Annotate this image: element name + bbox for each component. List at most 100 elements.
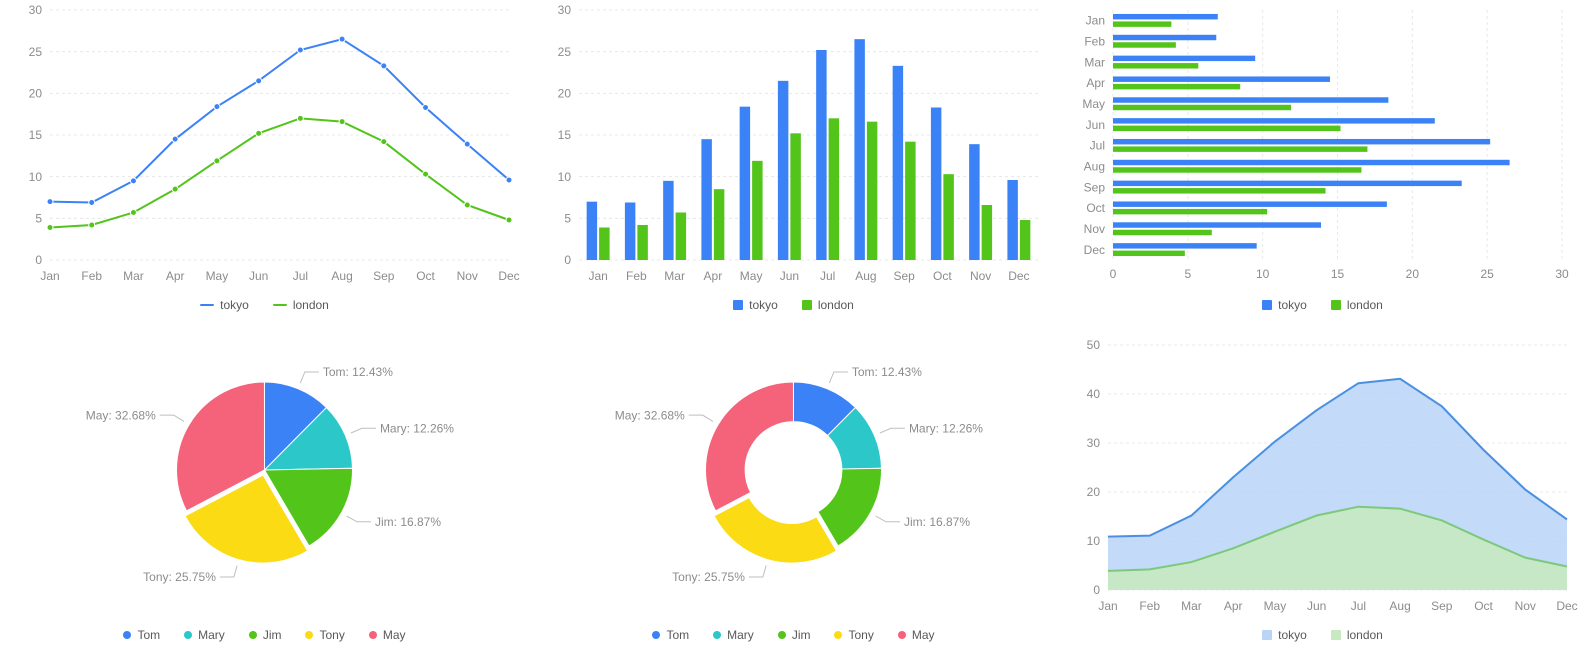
donut-chart: Tom: 12.43% Mary: 12.26% Jim: 16.87% Tony: … (529, 330, 1058, 660)
legend-item[interactable]: Tom (652, 628, 689, 642)
legend-item[interactable]: london (1331, 298, 1383, 312)
svg-text:Jun: Jun (249, 269, 268, 283)
legend-item[interactable]: Mary (713, 628, 754, 642)
legend-item[interactable]: Tony (305, 628, 344, 642)
svg-text:10: 10 (558, 170, 572, 184)
svg-text:Nov: Nov (970, 269, 991, 283)
svg-text:Dec: Dec (1556, 599, 1577, 613)
legend-item[interactable]: Tom (123, 628, 160, 642)
legend-item[interactable]: Jim (778, 628, 811, 642)
svg-text:15: 15 (29, 128, 43, 142)
svg-text:15: 15 (1331, 267, 1345, 281)
svg-text:May: May (1082, 97, 1105, 111)
svg-text:Mar: Mar (664, 269, 685, 283)
svg-text:Apr: Apr (704, 269, 723, 283)
svg-text:Feb: Feb (626, 269, 647, 283)
svg-text:Dec: Dec (498, 269, 519, 283)
legend-item[interactable]: Mary (184, 628, 225, 642)
svg-text:Tony: 25.75%: Tony: 25.75% (672, 570, 745, 584)
svg-text:Sep: Sep (373, 269, 395, 283)
legend-item[interactable]: Tony (834, 628, 873, 642)
svg-text:15: 15 (558, 128, 572, 142)
svg-text:20: 20 (29, 87, 43, 101)
svg-text:Jim: 16.87%: Jim: 16.87% (904, 515, 970, 529)
area-chart: 01020304050JanFebMarAprMayJunJulAugSepOc… (1058, 330, 1587, 660)
svg-text:Aug: Aug (331, 269, 352, 283)
svg-text:10: 10 (1087, 534, 1101, 548)
svg-text:10: 10 (1256, 267, 1270, 281)
svg-text:Jul: Jul (1351, 599, 1366, 613)
svg-text:20: 20 (1087, 485, 1101, 499)
bar-chart-vertical: 051015202530JanFebMarAprMayJunJulAugSepO… (529, 0, 1058, 330)
svg-text:0: 0 (1110, 267, 1117, 281)
svg-text:Feb: Feb (1139, 599, 1160, 613)
bar-chart-horizontal: 051015202530JanFebMarAprMayJunJulAugSepO… (1058, 0, 1587, 330)
svg-text:Nov: Nov (1084, 222, 1105, 236)
svg-text:Tony: 25.75%: Tony: 25.75% (143, 570, 216, 584)
svg-text:Mar: Mar (1181, 599, 1202, 613)
legend-item[interactable]: tokyo (733, 298, 778, 312)
svg-text:Tom: 12.43%: Tom: 12.43% (852, 365, 922, 379)
svg-text:5: 5 (564, 212, 571, 226)
svg-text:Jun: Jun (1086, 118, 1105, 132)
svg-text:Mary: 12.26%: Mary: 12.26% (909, 421, 983, 435)
legend-item[interactable]: Jim (249, 628, 282, 642)
svg-text:Jan: Jan (1086, 14, 1105, 28)
svg-text:0: 0 (35, 253, 42, 267)
svg-text:Mary: 12.26%: Mary: 12.26% (380, 421, 454, 435)
legend-item[interactable]: May (369, 628, 406, 642)
svg-text:20: 20 (1406, 267, 1420, 281)
svg-text:Apr: Apr (1086, 76, 1105, 90)
svg-text:30: 30 (1555, 267, 1569, 281)
svg-text:5: 5 (35, 212, 42, 226)
svg-text:Jul: Jul (1090, 139, 1105, 153)
svg-text:Mar: Mar (1084, 55, 1105, 69)
svg-text:Feb: Feb (1084, 34, 1105, 48)
svg-text:Tom: 12.43%: Tom: 12.43% (323, 365, 393, 379)
svg-text:0: 0 (564, 253, 571, 267)
svg-text:Jim: 16.87%: Jim: 16.87% (375, 515, 441, 529)
svg-text:Aug: Aug (1389, 599, 1410, 613)
svg-text:30: 30 (1087, 436, 1101, 450)
legend-item[interactable]: tokyo (1262, 628, 1307, 642)
svg-text:25: 25 (29, 45, 43, 59)
svg-text:Mar: Mar (123, 269, 144, 283)
svg-text:May: May (740, 269, 763, 283)
svg-text:25: 25 (1480, 267, 1494, 281)
legend-item[interactable]: tokyo (200, 298, 249, 312)
legend-item[interactable]: tokyo (1262, 298, 1307, 312)
svg-text:Nov: Nov (457, 269, 478, 283)
svg-text:Dec: Dec (1084, 243, 1105, 257)
svg-text:Jul: Jul (293, 269, 308, 283)
svg-text:40: 40 (1087, 387, 1101, 401)
svg-text:Oct: Oct (1086, 201, 1105, 215)
svg-text:Jul: Jul (820, 269, 835, 283)
svg-text:0: 0 (1093, 583, 1100, 597)
svg-text:30: 30 (558, 3, 572, 17)
svg-text:Jan: Jan (1098, 599, 1117, 613)
svg-text:Aug: Aug (1084, 159, 1105, 173)
svg-text:May: May (206, 269, 229, 283)
svg-text:Jun: Jun (780, 269, 799, 283)
svg-text:Oct: Oct (1474, 599, 1493, 613)
svg-text:5: 5 (1184, 267, 1191, 281)
pie-chart: Tom: 12.43% Mary: 12.26% Jim: 16.87% Tony: … (0, 330, 529, 660)
legend-item[interactable]: May (898, 628, 935, 642)
legend-item[interactable]: london (802, 298, 854, 312)
svg-text:Feb: Feb (81, 269, 102, 283)
svg-text:May: 32.68%: May: 32.68% (86, 408, 156, 422)
legend-item[interactable]: london (1331, 628, 1383, 642)
line-chart: 051015202530JanFebMarAprMayJunJulAugSepO… (0, 0, 529, 330)
svg-text:30: 30 (29, 3, 43, 17)
svg-text:Nov: Nov (1515, 599, 1536, 613)
svg-text:20: 20 (558, 87, 572, 101)
svg-text:Sep: Sep (893, 269, 915, 283)
legend-item[interactable]: london (273, 298, 329, 312)
svg-text:Aug: Aug (855, 269, 876, 283)
svg-text:Dec: Dec (1008, 269, 1029, 283)
svg-text:Oct: Oct (933, 269, 952, 283)
svg-text:Apr: Apr (166, 269, 185, 283)
svg-text:Apr: Apr (1224, 599, 1243, 613)
svg-text:50: 50 (1087, 338, 1101, 352)
svg-text:10: 10 (29, 170, 43, 184)
